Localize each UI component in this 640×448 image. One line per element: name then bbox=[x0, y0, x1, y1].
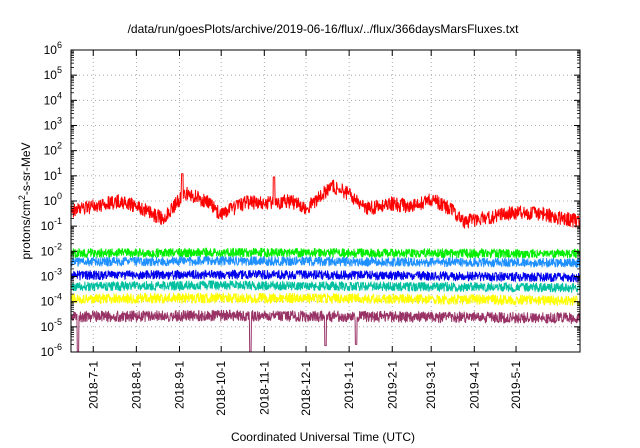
x-tick-label: 2019-4-1 bbox=[467, 361, 481, 409]
x-tick-label: 2018-9-1 bbox=[172, 361, 186, 409]
y-tick-label-exp: -3 bbox=[54, 267, 62, 277]
x-axis-label: Coordinated Universal Time (UTC) bbox=[231, 430, 415, 444]
y-tick-label: 103 bbox=[44, 116, 62, 133]
y-tick-label-base: 10 bbox=[44, 144, 58, 158]
y-tick-label: 10-4 bbox=[41, 292, 62, 309]
series-7-line bbox=[70, 309, 581, 353]
y-tick-label-base: 10 bbox=[41, 270, 55, 284]
y-tick-label-base: 10 bbox=[44, 169, 58, 183]
series-1-line bbox=[70, 247, 581, 259]
y-tick-label-base: 10 bbox=[44, 194, 58, 208]
series-4-line bbox=[70, 269, 581, 283]
x-tick-label: 2019-2-1 bbox=[385, 361, 399, 409]
y-tick-label-exp: 6 bbox=[57, 40, 62, 50]
x-tick-label: 2018-11-1 bbox=[257, 361, 271, 415]
y-tick-label: 10-2 bbox=[41, 241, 62, 258]
x-tick-labels: 2018-7-1 2018-8-1 2018-9-1 2018-10-1 2018-11… bbox=[86, 361, 523, 416]
y-tick-label-base: 10 bbox=[41, 219, 55, 233]
y-tick-label-base: 10 bbox=[41, 320, 55, 334]
y-tick-label: 101 bbox=[44, 166, 62, 183]
y-tick-label-exp: -4 bbox=[54, 292, 62, 302]
y-tick-label-exp: -1 bbox=[54, 216, 62, 226]
y-tick-label: 10-1 bbox=[41, 216, 62, 233]
y-tick-label: 10-5 bbox=[41, 317, 62, 334]
x-tick-label: 2019-3-1 bbox=[424, 361, 438, 409]
y-axis-label-base: protons/cm bbox=[19, 200, 33, 259]
y-tick-label: 106 bbox=[44, 40, 62, 57]
y-tick-label-exp: 2 bbox=[57, 141, 62, 151]
y-axis-label: protons/cm2-s-sr-MeV bbox=[17, 142, 33, 259]
series-2-line bbox=[70, 255, 581, 268]
x-tick-label: 2019-5-1 bbox=[509, 361, 523, 409]
x-tick-label: 2019-1-1 bbox=[342, 361, 356, 409]
y-tick-label: 100 bbox=[44, 191, 62, 208]
y-axis-label-sup: 2 bbox=[17, 195, 27, 200]
y-tick-label-exp: 5 bbox=[57, 65, 62, 75]
y-tick-label: 10-3 bbox=[41, 267, 62, 284]
y-tick-label-base: 10 bbox=[41, 295, 55, 309]
y-tick-label-base: 10 bbox=[41, 345, 55, 359]
series-0-line bbox=[70, 173, 581, 229]
y-tick-label: 105 bbox=[44, 65, 62, 82]
ticks bbox=[71, 49, 580, 353]
y-tick-label-exp: -5 bbox=[54, 317, 62, 327]
x-tick-label: 2018-7-1 bbox=[86, 361, 100, 409]
chart-title: /data/run/goesPlots/archive/2019-06-16/f… bbox=[128, 22, 520, 36]
y-tick-label-exp: -6 bbox=[54, 342, 62, 352]
y-axis-label-rest: -s-sr-MeV bbox=[19, 142, 33, 195]
y-tick-label: 104 bbox=[44, 90, 62, 107]
series-layer bbox=[70, 173, 581, 353]
y-tick-labels: 10-610-510-410-310-210-11001011021031041… bbox=[41, 40, 62, 359]
series-6-line bbox=[70, 292, 581, 306]
y-tick-label-exp: 1 bbox=[57, 166, 62, 176]
y-tick-label-exp: -2 bbox=[54, 241, 62, 251]
x-tick-label: 2018-12-1 bbox=[299, 361, 313, 416]
x-tick-label: 2018-8-1 bbox=[129, 361, 143, 409]
y-tick-label-base: 10 bbox=[44, 93, 58, 107]
y-tick-label: 102 bbox=[44, 141, 62, 158]
y-tick-label-base: 10 bbox=[41, 244, 55, 258]
y-tick-label-base: 10 bbox=[44, 68, 58, 82]
y-tick-label-exp: 0 bbox=[57, 191, 62, 201]
y-tick-label-base: 10 bbox=[44, 43, 58, 57]
grid bbox=[71, 50, 580, 352]
y-tick-label-exp: 4 bbox=[57, 90, 62, 100]
y-tick-label: 10-6 bbox=[41, 342, 62, 359]
x-tick-label: 2018-10-1 bbox=[214, 361, 228, 416]
y-tick-label-base: 10 bbox=[44, 119, 58, 133]
y-tick-label-exp: 3 bbox=[57, 116, 62, 126]
series-5-line bbox=[70, 280, 581, 293]
